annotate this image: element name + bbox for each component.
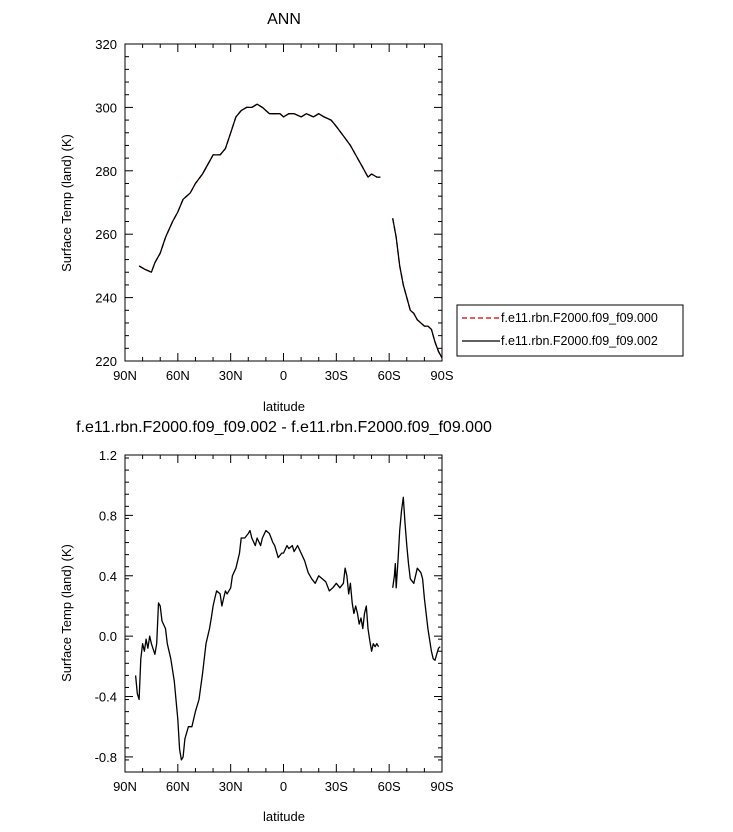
top-y-tick-label: 280: [95, 164, 117, 179]
bottom-x-tick-label: 60S: [378, 779, 401, 794]
bottom-series-1-line: [392, 496, 441, 661]
bottom-y-tick-label: 0.0: [99, 629, 117, 644]
top-x-tick-label: 60N: [166, 368, 190, 383]
bottom-chart-title: f.e11.rbn.F2000.f09_f09.002 - f.e11.rbn.…: [76, 419, 492, 436]
top-series-2-line: [138, 103, 381, 273]
top-y-tick-label: 300: [95, 100, 117, 115]
bottom-y-tick-label: 0.4: [99, 569, 117, 584]
bottom-x-axis-label: latitude: [263, 809, 305, 824]
top-series-1-line: [392, 218, 443, 359]
legend-label-series-2: f.e11.rbn.F2000.f09_f09.002: [501, 334, 658, 348]
bottom-y-tick-label: -0.8: [95, 750, 117, 765]
bottom-x-tick-label: 30N: [219, 779, 243, 794]
top-y-tick-label: 260: [95, 227, 117, 242]
top-series-2-line: [392, 218, 443, 359]
top-x-axis-label: latitude: [263, 399, 305, 414]
top-y-tick-label: 320: [95, 37, 117, 52]
top-x-tick-label: 30S: [325, 368, 348, 383]
top-plot-frame: [124, 43, 443, 362]
bottom-x-tick-label: 60N: [166, 779, 190, 794]
legend-label-series-1: f.e11.rbn.F2000.f09_f09.000: [501, 311, 658, 325]
bottom-y-axis-label: Surface Temp (land) (K): [59, 544, 74, 682]
top-series-1-line: [138, 103, 381, 273]
top-y-tick-label: 240: [95, 291, 117, 306]
top-x-tick-label: 30N: [219, 368, 243, 383]
top-chart-title: ANN: [267, 11, 301, 28]
legend-box: [456, 304, 684, 357]
top-y-axis-label: Surface Temp (land) (K): [59, 134, 74, 272]
bottom-x-tick-label: 0: [280, 779, 287, 794]
top-x-tick-label: 90N: [113, 368, 137, 383]
bottom-x-tick-label: 30S: [325, 779, 348, 794]
top-panel: ANN 90N 60N 30N 0 30S 60S 90S 220 240 260 280 300 32…: [59, 11, 684, 414]
top-x-tick-label: 60S: [378, 368, 401, 383]
top-y-tick-label: 220: [95, 354, 117, 369]
bottom-x-tick-label: 90N: [113, 779, 137, 794]
legend: f.e11.rbn.F2000.f09_f09.000 f.e11.rbn.F2…: [456, 304, 684, 357]
bottom-series-1-line: [134, 529, 380, 761]
bottom-y-tick-label: 1.2: [99, 448, 117, 463]
top-x-tick-label: 0: [280, 368, 287, 383]
bottom-y-tick-label: -0.4: [95, 690, 117, 705]
top-x-tick-label: 90S: [430, 368, 453, 383]
bottom-plot-frame: [124, 454, 443, 773]
bottom-x-tick-label: 90S: [430, 779, 453, 794]
bottom-panel: f.e11.rbn.F2000.f09_f09.002 - f.e11.rbn.…: [59, 419, 492, 824]
bottom-y-tick-label: 0.8: [99, 508, 117, 523]
